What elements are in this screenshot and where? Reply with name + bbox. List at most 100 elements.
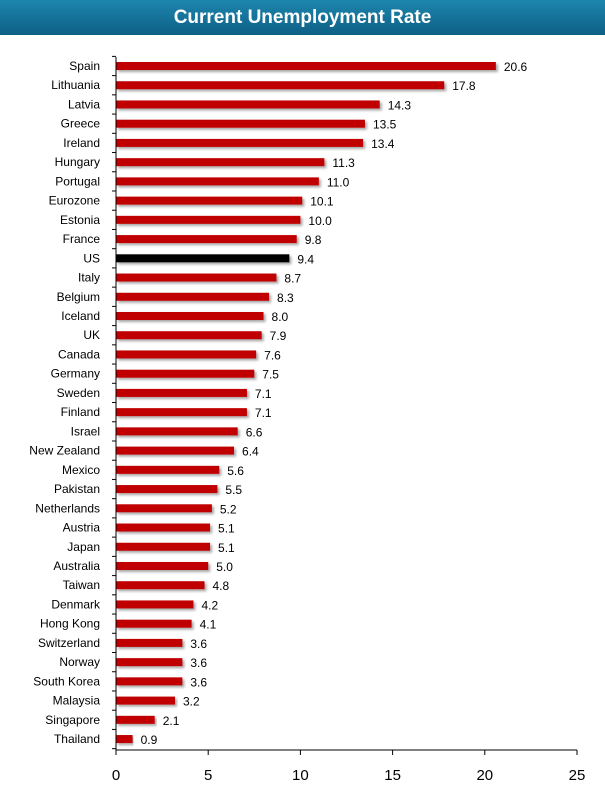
value-label: 7.1 — [255, 406, 272, 420]
value-label: 13.5 — [373, 118, 397, 132]
value-label: 9.8 — [305, 233, 322, 247]
value-label: 4.2 — [201, 598, 218, 612]
value-label: 5.5 — [225, 483, 242, 497]
bar — [116, 658, 183, 667]
category-label: Taiwan — [63, 578, 100, 592]
category-label: Ireland — [63, 136, 100, 150]
value-label: 7.6 — [264, 348, 281, 362]
bar — [116, 350, 257, 359]
value-label: 13.4 — [371, 137, 395, 151]
bar — [116, 600, 194, 609]
category-label: Spain — [69, 59, 100, 73]
bar — [116, 696, 176, 705]
bar — [116, 523, 211, 532]
value-label: 3.2 — [183, 695, 200, 709]
chart-title: Current Unemployment Rate — [0, 0, 605, 35]
bar — [116, 619, 192, 628]
value-label: 7.9 — [270, 329, 287, 343]
category-label: Switzerland — [38, 636, 100, 650]
category-label: Israel — [71, 424, 100, 438]
bar — [116, 273, 277, 282]
category-label: Estonia — [60, 213, 100, 227]
category-label: Mexico — [62, 463, 100, 477]
value-label: 8.0 — [272, 310, 289, 324]
bar — [116, 215, 301, 224]
bar — [116, 465, 220, 474]
bar — [116, 677, 183, 686]
x-tick-label: 5 — [204, 767, 212, 784]
bar — [116, 138, 364, 147]
bar — [116, 292, 270, 301]
category-label: Iceland — [61, 309, 100, 323]
value-label: 6.4 — [242, 445, 259, 459]
value-label: 11.3 — [332, 156, 355, 170]
category-label: Italy — [78, 271, 100, 285]
category-label: Sweden — [57, 386, 100, 400]
category-label: Belgium — [57, 290, 100, 304]
bar — [116, 504, 212, 513]
value-label: 5.1 — [218, 541, 235, 555]
category-label: New Zealand — [29, 444, 100, 458]
value-label: 3.6 — [190, 637, 207, 651]
bar — [116, 177, 319, 186]
value-label: 14.3 — [388, 98, 412, 112]
bar — [116, 427, 238, 436]
value-label: 7.1 — [255, 387, 272, 401]
value-label: 5.2 — [220, 502, 237, 516]
category-label: Norway — [59, 655, 100, 669]
value-label: 2.1 — [163, 714, 180, 728]
bar — [116, 311, 264, 320]
category-label: Portugal — [55, 174, 100, 188]
value-label: 5.1 — [218, 522, 235, 536]
bar — [116, 100, 380, 109]
category-label: Malaysia — [53, 694, 101, 708]
value-label: 3.6 — [190, 675, 207, 689]
value-label: 9.4 — [297, 252, 314, 266]
x-tick-label: 25 — [569, 767, 586, 784]
bar — [116, 62, 496, 70]
bar — [116, 735, 133, 744]
category-label: Netherlands — [35, 501, 100, 515]
value-label: 20.6 — [504, 60, 528, 74]
bar — [116, 196, 303, 205]
bar — [116, 81, 445, 90]
bar — [116, 158, 325, 167]
bar — [116, 446, 235, 455]
value-label: 5.6 — [227, 464, 244, 478]
bar — [116, 715, 155, 724]
bar — [116, 388, 247, 397]
category-label: Austria — [63, 521, 101, 535]
value-label: 10.1 — [310, 195, 334, 209]
value-label: 3.6 — [190, 656, 207, 670]
bar-highlight — [116, 254, 290, 263]
category-label: US — [83, 251, 100, 265]
category-label: South Korea — [33, 674, 100, 688]
category-label: Pakistan — [54, 482, 100, 496]
category-label: UK — [83, 328, 100, 342]
bar — [116, 235, 297, 244]
value-label: 7.5 — [262, 368, 279, 382]
category-label: Australia — [53, 559, 100, 573]
category-label: Thailand — [54, 732, 100, 746]
bar-chart: Spain 20.6 Lithuania 17.8 Latvia 14.3 Greece 13… — [29, 55, 586, 784]
value-label: 4.1 — [200, 618, 217, 632]
value-label: 5.0 — [216, 560, 233, 574]
x-tick-label: 0 — [112, 767, 120, 784]
bar — [116, 542, 211, 551]
category-label: Lithuania — [51, 78, 100, 92]
category-label: Denmark — [51, 597, 101, 611]
x-tick-label: 15 — [384, 767, 401, 784]
value-label: 11.0 — [327, 175, 350, 189]
bar — [116, 331, 262, 340]
bar — [116, 485, 218, 494]
category-label: Japan — [67, 540, 100, 554]
category-label: Germany — [51, 367, 100, 381]
value-label: 4.8 — [213, 579, 230, 593]
bar — [116, 408, 247, 417]
category-label: Latvia — [68, 97, 100, 111]
value-label: 6.6 — [246, 425, 263, 439]
x-tick-label: 20 — [476, 767, 493, 784]
category-label: Singapore — [45, 713, 100, 727]
value-label: 8.7 — [284, 272, 301, 286]
bar — [116, 369, 255, 378]
